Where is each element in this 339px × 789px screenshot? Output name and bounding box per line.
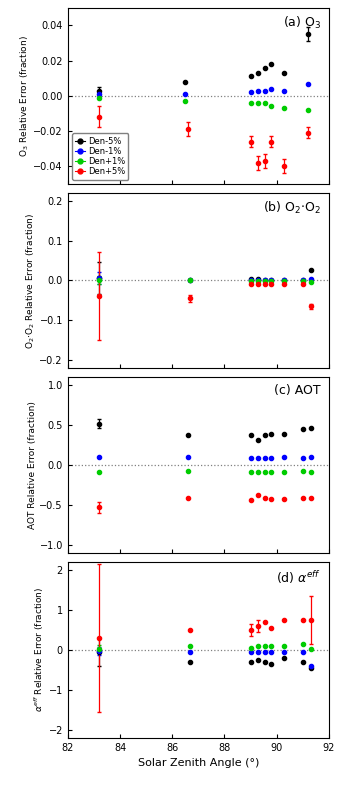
- Y-axis label: AOT Relative Error (fraction): AOT Relative Error (fraction): [28, 401, 37, 529]
- Y-axis label: $\alpha^{eff}$ Relative Error (fraction): $\alpha^{eff}$ Relative Error (fraction): [33, 587, 46, 712]
- Y-axis label: O$_3$ Relative Error (fraction): O$_3$ Relative Error (fraction): [18, 35, 31, 157]
- Text: (b) O$_2$$\cdot$O$_2$: (b) O$_2$$\cdot$O$_2$: [263, 200, 321, 215]
- X-axis label: Solar Zenith Angle (°): Solar Zenith Angle (°): [138, 758, 259, 768]
- Text: (c) AOT: (c) AOT: [274, 384, 321, 397]
- Text: (d) $\alpha^{eff}$: (d) $\alpha^{eff}$: [276, 569, 321, 585]
- Legend: Den-5%, Den-1%, Den+1%, Den+5%: Den-5%, Den-1%, Den+1%, Den+5%: [72, 133, 128, 180]
- Text: (a) O$_3$: (a) O$_3$: [283, 15, 321, 31]
- Y-axis label: O$_2$$\cdot$O$_2$ Relative Error (fraction): O$_2$$\cdot$O$_2$ Relative Error (fracti…: [24, 212, 37, 349]
